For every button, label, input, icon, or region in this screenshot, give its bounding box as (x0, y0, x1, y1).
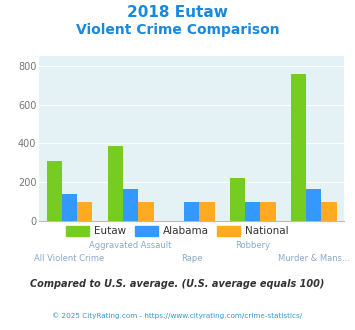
Bar (184, 202, 200, 221)
Text: Aggravated Assault: Aggravated Assault (89, 241, 172, 249)
Text: 2018 Eutaw: 2018 Eutaw (127, 5, 228, 20)
Bar (47, 161, 62, 221)
Bar (200, 202, 214, 221)
Bar (291, 74, 306, 221)
Text: Murder & Mans...: Murder & Mans... (278, 254, 350, 263)
Bar (230, 179, 245, 221)
Bar (138, 202, 153, 221)
Text: All Violent Crime: All Violent Crime (34, 254, 105, 263)
Bar (108, 147, 123, 221)
Text: Robbery: Robbery (235, 241, 270, 249)
Text: Violent Crime Comparison: Violent Crime Comparison (76, 23, 279, 37)
Bar (306, 189, 322, 221)
Text: Compared to U.S. average. (U.S. average equals 100): Compared to U.S. average. (U.S. average … (30, 279, 325, 289)
Bar (77, 202, 92, 221)
Bar (245, 202, 261, 221)
Legend: Eutaw, Alabama, National: Eutaw, Alabama, National (62, 222, 293, 241)
Text: Rape: Rape (181, 254, 202, 263)
Bar (123, 189, 138, 221)
Bar (322, 202, 337, 221)
Bar (62, 194, 77, 221)
Text: © 2025 CityRating.com - https://www.cityrating.com/crime-statistics/: © 2025 CityRating.com - https://www.city… (53, 312, 302, 318)
Bar (261, 202, 275, 221)
